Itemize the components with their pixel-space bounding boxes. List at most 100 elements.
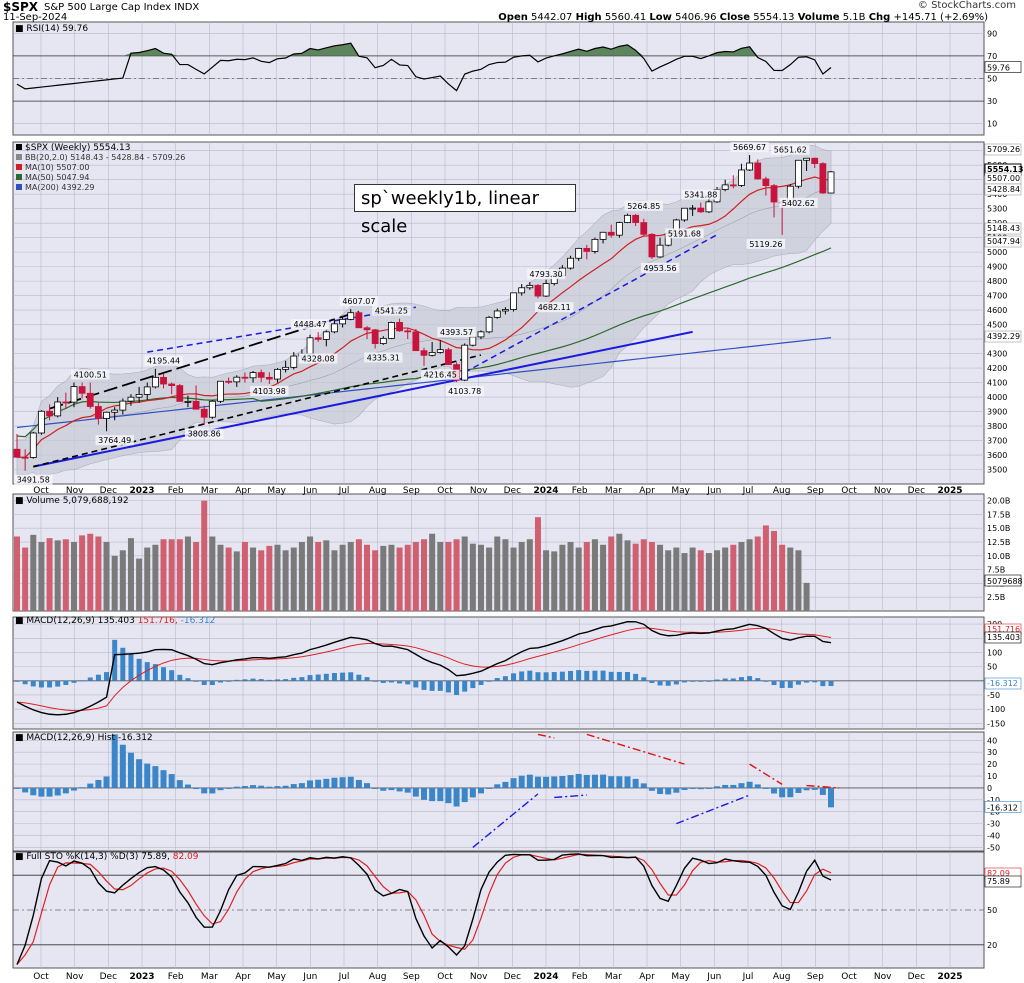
candle-up (746, 162, 753, 171)
hist-bar (119, 744, 126, 788)
hist-bar (290, 784, 297, 788)
price-label-bg (95, 435, 134, 446)
volume-bar (217, 544, 224, 611)
macd-hist-bar (470, 680, 476, 689)
macd-hist-bar (437, 680, 443, 691)
hist-bar (380, 787, 387, 791)
candle-up (38, 410, 45, 434)
candle-down (200, 408, 208, 418)
macd-hist-bar (763, 680, 769, 682)
macd-hist-bar (722, 678, 728, 681)
macd-hist-bar (405, 680, 411, 685)
price-label-bg (14, 474, 53, 485)
price-label-bg (681, 189, 720, 200)
price-label-bg (185, 428, 224, 439)
month-label-top: Dec (504, 486, 521, 496)
price-point-label: 3491.58 (17, 476, 50, 485)
candle-down (762, 178, 770, 187)
month-label-bottom: 2024 (533, 972, 558, 982)
hist-bar (616, 776, 623, 788)
macd-hist-bar (388, 680, 394, 683)
sto-value-label: 82.09 (987, 869, 1010, 878)
month-label-bottom: Oct (437, 972, 453, 982)
price-tick-label: 4200 (987, 364, 1007, 373)
hist-bar (127, 752, 134, 788)
macd-hist-bar (421, 680, 427, 690)
hist-bar (22, 787, 29, 793)
volume-bar (738, 542, 745, 611)
volume-bar (787, 547, 794, 611)
volume-bar (575, 547, 582, 611)
candle-down (396, 322, 403, 332)
candle-up (689, 207, 697, 210)
hist-bar (665, 787, 672, 795)
month-label-top: Mar (201, 486, 218, 496)
hist-divergence-blue-1 (472, 793, 539, 848)
hist-divergence-red-3 (749, 763, 783, 785)
volume-bar (534, 517, 541, 611)
volume-bar (136, 558, 143, 611)
hist-value-label: -16.312 (987, 803, 1018, 812)
month-label-top: Oct (33, 486, 49, 496)
month-label-top: Mar (605, 486, 622, 496)
volume-bar (266, 545, 273, 611)
macd-hist-bar (323, 673, 329, 681)
macd-hist-bar (348, 672, 354, 681)
month-label-top: May (267, 486, 286, 496)
candle-down (62, 401, 70, 404)
macd-hist-bar (641, 677, 647, 681)
hist-bar (502, 781, 509, 788)
ma10-line (16, 176, 832, 458)
hist-bar (355, 779, 362, 788)
price-point-label: 4607.07 (342, 297, 375, 306)
price-tick-label: 4100 (987, 379, 1007, 388)
hist-bar (828, 787, 834, 808)
macd-hist-bar (242, 679, 248, 681)
price-point-label: 5119.26 (749, 240, 782, 249)
volume-bar (648, 542, 655, 611)
macd-hist-bar (787, 680, 793, 688)
hist-tick-label: 20 (987, 760, 997, 769)
candle-down (811, 157, 819, 164)
macd-hist-bar (266, 679, 272, 681)
month-label-top: Jun (706, 486, 721, 496)
price-label-bg (665, 228, 704, 239)
candle-up (322, 331, 330, 340)
hist-tick-label: -10 (987, 796, 1000, 805)
macd-hist-bar (738, 677, 744, 681)
macd-hist-bar (608, 671, 614, 681)
candle-up (208, 400, 216, 418)
candle-up (485, 316, 493, 333)
macd-hist-bar (625, 671, 630, 681)
macd-hist-bar (502, 676, 508, 681)
candle-down (21, 456, 29, 459)
macd-hist-bar (511, 673, 517, 681)
hist-bar (250, 785, 257, 788)
candle-up (501, 309, 509, 312)
volume-bar (209, 536, 216, 611)
macd-value-tag (984, 631, 1022, 644)
hist-bar (152, 766, 159, 788)
high-label: High (575, 12, 602, 23)
month-label-top: 2025 (937, 486, 962, 496)
macd-hist-bar (828, 680, 834, 687)
candle-up (290, 355, 298, 368)
macd-hist-bar (527, 670, 533, 681)
price-legend-swatch (16, 144, 22, 150)
candle-down (192, 400, 200, 410)
volume-bar (412, 542, 419, 611)
volume-bar (241, 542, 248, 611)
hist-value-box (984, 801, 1022, 813)
month-label-top: Nov (470, 486, 488, 496)
price-point-label: 4448.47 (293, 320, 326, 329)
month-label-top: 2024 (533, 486, 558, 496)
price-value-label: 5148.43 (987, 224, 1020, 233)
candle-up (282, 366, 290, 370)
macd-hist-bar (331, 672, 337, 681)
price-point-label: 4793.30 (530, 270, 563, 279)
hist-bar (738, 783, 745, 788)
candle-up (681, 207, 688, 221)
volume-bar (779, 544, 786, 611)
rsi-tick-label: 70 (987, 52, 997, 61)
chg-value: +145.71 (+2.69%) (893, 12, 989, 23)
